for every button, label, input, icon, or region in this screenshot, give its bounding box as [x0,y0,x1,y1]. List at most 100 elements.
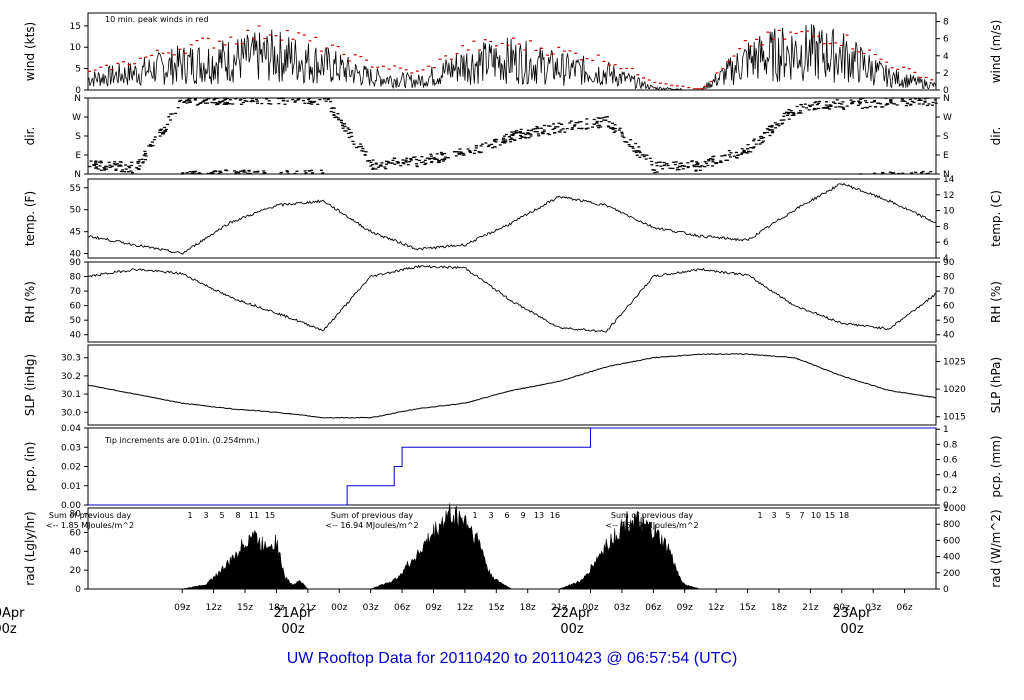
ytick-label-left-dir: W [72,113,81,123]
xtick-label: 03z [614,603,630,613]
slp-line [87,353,937,419]
ylabel-right-rh: RH (%) [989,281,1003,323]
ytick-label-right-slp: 1025 [943,358,966,368]
panel-frame-slp [87,344,937,426]
ylabel-left-pcp: pcp. (in) [23,442,37,492]
ytick-label-right-temp: 6 [943,238,949,248]
xtick-label: 21z [300,603,316,613]
ytick-label-right-dir: N [943,94,950,104]
ytick-label-left-rh: 40 [70,331,82,341]
ytick-label-right-pcp: 0.8 [943,440,958,450]
rh-line [87,264,937,333]
ytick-label-left-rh: 70 [70,287,82,297]
ytick-label-left-rh: 50 [70,316,82,326]
wind-direction-points [88,97,938,175]
ytick-label-right-dir: W [943,113,952,123]
rad-hour-label: 16 [550,511,560,520]
rad-hour-label: 7 [799,511,804,520]
ylabel-left-rh: RH (%) [23,281,37,323]
ytick-label-right-rad: 1000 [943,504,966,514]
ytick-label-right-pcp: 0.4 [943,471,958,481]
ytick-label-left-rad: 60 [70,528,82,538]
xtick-label: 09z [425,603,441,613]
ytick-label-left-rh: 80 [70,273,82,283]
rad-hour-label: 3 [771,511,776,520]
ytick-label-right-wind: 4 [943,52,949,62]
radiation-area [88,503,936,590]
ytick-label-left-slp: 30.1 [61,390,81,400]
rad-hour-label: 18 [839,511,849,520]
rad-hour-label: 8 [235,511,240,520]
rad-annotation-value: <-- 16.94 MJoules/m^2 [325,521,418,530]
xtick-label: 15z [237,603,253,613]
xtick-label: 00z [331,603,347,613]
rad-annotation-title: Sum of previous day [611,511,693,520]
rad-hour-label: 5 [219,511,224,520]
ytick-label-left-dir: E [75,151,81,161]
ytick-label-right-rh: 50 [943,316,955,326]
rad-annotation-value: <-- 16.49 MJoules/m^2 [605,521,698,530]
ytick-label-left-temp: 50 [70,206,82,216]
date-label: 23Apr [832,606,872,621]
figure-title: UW Rooftop Data for 20110420 to 20110423… [286,650,738,667]
ytick-label-left-temp: 55 [70,184,81,194]
ytick-label-right-wind: 0 [943,86,949,96]
date-time-label: 00z [0,622,17,637]
ytick-label-right-wind: 8 [943,18,949,28]
ytick-label-left-pcp: 0.01 [61,482,81,492]
ytick-label-left-rad: 80 [70,510,82,520]
ytick-label-left-slp: 30.2 [61,372,81,382]
precipitation-line [88,427,936,506]
ytick-label-right-rad: 0 [943,585,949,595]
xtick-label: 21z [551,603,567,613]
ytick-label-right-rh: 90 [943,258,955,268]
ylabel-left-slp: SLP (inHg) [23,354,37,416]
ytick-label-left-pcp: 0.04 [61,424,81,434]
ytick-label-right-pcp: 1 [943,425,949,435]
date-label: 20Apr [0,606,25,621]
ytick-label-left-dir: N [74,94,81,104]
rad-annotation-value: <-- 1.85 MJoules/m^2 [46,521,134,530]
rad-hour-label: 5 [785,511,790,520]
xtick-label: 00z [834,603,850,613]
xtick-label: 06z [394,603,410,613]
ytick-label-right-temp: 12 [943,191,954,201]
ytick-label-left-rh: 60 [70,302,82,312]
rad-hour-label: 13 [534,511,544,520]
ytick-label-right-dir: S [943,132,949,142]
ytick-label-right-slp: 1020 [943,385,966,395]
pcp-annotation: Tip increments are 0.01in. (0.254mm.) [104,436,260,445]
ytick-label-left-wind: 15 [70,22,81,32]
xtick-label: 21z [802,603,818,613]
xtick-label: 12z [708,603,724,613]
ytick-label-right-rh: 80 [943,273,955,283]
rad-annotation-title: Sum of previous day [331,511,413,520]
rad-hour-label: 9 [520,511,525,520]
ytick-label-right-temp: 14 [943,175,955,185]
date-time-label: 00z [840,622,864,637]
ylabel-left-wind: wind (kts) [23,22,37,81]
ylabel-left-dir: dir. [23,127,37,146]
ytick-label-left-slp: 30.0 [61,408,81,418]
date-label: 22Apr [552,606,592,621]
ytick-label-right-slp: 1015 [943,413,966,423]
date-label: 21Apr [273,606,313,621]
ytick-label-left-rad: 20 [70,566,82,576]
xtick-label: 09z [174,603,190,613]
rad-hour-label: 3 [203,511,208,520]
ytick-label-right-rad: 200 [943,569,960,579]
ytick-label-right-rh: 60 [943,302,955,312]
xtick-label: 00z [582,603,598,613]
ytick-label-left-pcp: 0.02 [61,463,81,473]
xtick-label: 18z [520,603,536,613]
panel-frame-temp [87,178,937,259]
ytick-label-right-pcp: 0.6 [943,456,958,466]
rad-hour-label: 1 [187,511,192,520]
temp-line [87,182,937,255]
ytick-label-left-temp: 40 [70,250,82,260]
rad-hour-label: 1 [472,511,477,520]
ylabel-right-pcp: pcp. (mm) [989,435,1003,497]
ytick-label-left-dir: S [75,132,81,142]
ytick-label-right-pcp: 0.2 [943,486,957,496]
ytick-label-right-rad: 800 [943,520,960,530]
